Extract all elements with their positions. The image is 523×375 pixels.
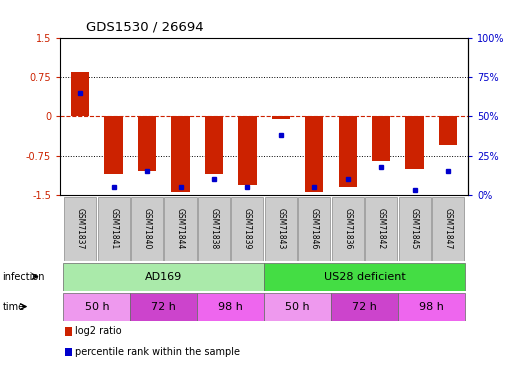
Bar [305,116,323,192]
Bar [271,116,290,119]
Text: GSM71837: GSM71837 [76,208,85,249]
Bar [399,197,430,261]
Text: GSM71836: GSM71836 [343,208,352,249]
Bar [105,116,123,174]
Text: infection: infection [3,272,45,282]
Bar [265,197,297,261]
Bar [332,197,364,261]
Text: GSM71841: GSM71841 [109,208,118,249]
Text: GSM71843: GSM71843 [276,208,286,249]
Bar [331,292,398,321]
Bar [231,197,264,261]
Bar [439,116,457,145]
Text: US28 deficient: US28 deficient [324,272,405,282]
Text: GSM71840: GSM71840 [143,208,152,249]
Bar [131,197,163,261]
Bar [298,197,331,261]
Text: 98 h: 98 h [419,302,444,312]
Bar [63,292,130,321]
Text: GSM71845: GSM71845 [410,208,419,249]
Text: time: time [3,302,25,312]
Text: 72 h: 72 h [352,302,377,312]
Bar [365,197,397,261]
Text: 98 h: 98 h [218,302,243,312]
Text: 50 h: 50 h [85,302,109,312]
Bar [71,72,89,116]
Bar [205,116,223,174]
Bar [198,197,230,261]
Bar [372,116,390,161]
Text: log2 ratio: log2 ratio [75,327,121,336]
Text: 50 h: 50 h [285,302,310,312]
Text: GSM71847: GSM71847 [444,208,452,249]
Text: GDS1530 / 26694: GDS1530 / 26694 [86,21,204,34]
Bar [432,197,464,261]
Text: GSM71842: GSM71842 [377,208,385,249]
Bar [398,292,465,321]
Text: GSM71846: GSM71846 [310,208,319,249]
Bar [130,292,197,321]
Bar [338,116,357,187]
Text: GSM71838: GSM71838 [209,208,219,249]
Bar [64,197,96,261]
Text: percentile rank within the sample: percentile rank within the sample [75,347,240,357]
Text: AD169: AD169 [145,272,183,282]
Bar [164,197,197,261]
Bar [238,116,257,184]
Bar [98,197,130,261]
Bar [405,116,424,169]
Text: GSM71839: GSM71839 [243,208,252,249]
Bar [63,262,264,291]
Bar [172,116,190,192]
Bar [264,292,331,321]
Bar [264,262,465,291]
Text: GSM71844: GSM71844 [176,208,185,249]
Text: 72 h: 72 h [151,302,176,312]
Bar [138,116,156,171]
Bar [197,292,264,321]
